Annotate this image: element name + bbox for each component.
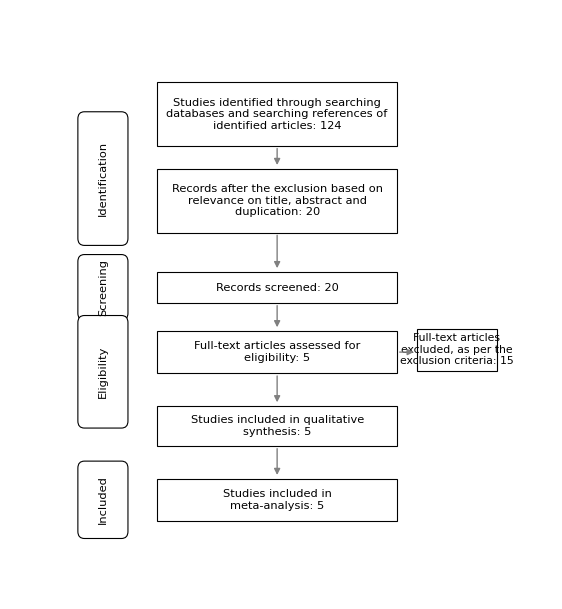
Text: Included: Included [98,476,108,524]
FancyBboxPatch shape [157,479,397,521]
FancyBboxPatch shape [157,272,397,303]
FancyBboxPatch shape [157,82,397,146]
Text: Identification: Identification [98,141,108,216]
Text: Records after the exclusion based on
relevance on title, abstract and
duplicatio: Records after the exclusion based on rel… [171,185,383,217]
FancyBboxPatch shape [78,315,128,428]
FancyBboxPatch shape [416,329,497,371]
Text: Records screened: 20: Records screened: 20 [216,283,338,292]
FancyBboxPatch shape [78,461,128,538]
Text: Studies identified through searching
databases and searching references of
ident: Studies identified through searching dat… [166,97,388,131]
FancyBboxPatch shape [78,255,128,320]
Text: Eligibility: Eligibility [98,345,108,398]
FancyBboxPatch shape [78,112,128,245]
Text: Full-text articles
excluded, as per the
exclusion criteria: 15: Full-text articles excluded, as per the … [400,333,514,367]
FancyBboxPatch shape [157,169,397,233]
Text: Studies included in qualitative
synthesis: 5: Studies included in qualitative synthesi… [191,415,364,437]
Text: Full-text articles assessed for
eligibility: 5: Full-text articles assessed for eligibil… [194,341,360,363]
Text: Screening: Screening [98,259,108,316]
Text: Studies included in
meta-analysis: 5: Studies included in meta-analysis: 5 [223,489,332,510]
FancyBboxPatch shape [157,331,397,373]
FancyBboxPatch shape [157,406,397,446]
